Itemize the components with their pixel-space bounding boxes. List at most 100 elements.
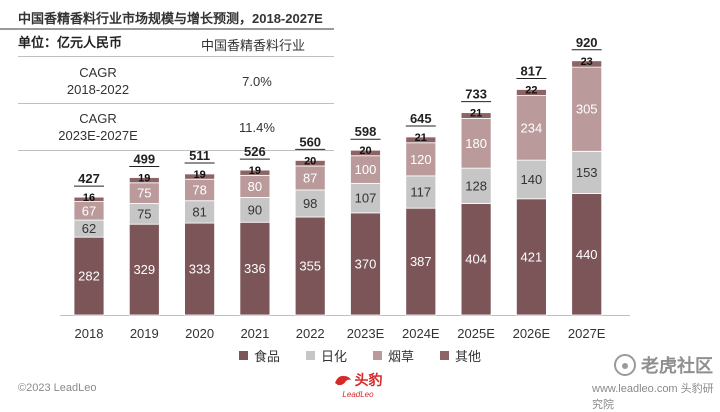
data-label: 305	[576, 102, 598, 117]
bar-segment-食品	[184, 222, 216, 316]
leadleo-logo: 头豹 LeadLeo	[318, 370, 398, 399]
leopard-logo-icon: 头豹	[334, 370, 383, 390]
data-label: 100	[355, 162, 377, 177]
data-label: 19	[249, 165, 261, 177]
header-divider	[0, 28, 334, 30]
bar-segment-烟草	[294, 165, 326, 191]
data-label: 67	[82, 203, 96, 218]
cagr-table-divider	[18, 103, 334, 104]
legend-label: 烟草	[388, 349, 415, 364]
bar-segment-其他	[460, 112, 492, 119]
x-tick-label: 2019	[130, 326, 159, 341]
total-label: 499	[133, 152, 155, 167]
bar-segment-其他	[571, 60, 603, 68]
data-label: 90	[248, 202, 262, 217]
data-label: 120	[410, 152, 432, 167]
cagr-period-label: CAGR 2023E-2027E	[28, 110, 168, 144]
logo-en-text: LeadLeo	[342, 390, 374, 399]
total-label: 817	[521, 63, 543, 78]
bar-segment-日化	[516, 159, 547, 200]
data-label: 370	[355, 256, 377, 271]
data-label: 421	[521, 249, 543, 264]
data-label: 180	[465, 136, 487, 151]
bar-segment-日化	[405, 175, 437, 209]
bar-segment-其他	[73, 196, 105, 202]
bar-segment-其他	[350, 149, 381, 157]
legend-swatch	[305, 351, 315, 360]
bar-segment-其他	[516, 89, 547, 96]
cagr-value: 7.0%	[242, 74, 272, 89]
community-watermark: 老虎社区	[614, 352, 713, 378]
bar-segment-其他	[405, 136, 437, 144]
x-tick-label: 2026E	[513, 326, 551, 341]
data-label: 98	[303, 196, 317, 211]
data-label: 234	[521, 120, 543, 135]
bar-segment-其他	[239, 169, 271, 176]
bar-segment-日化	[571, 150, 603, 194]
bar-segment-日化	[294, 189, 326, 218]
bar-segment-烟草	[350, 155, 381, 184]
data-label: 404	[465, 252, 487, 267]
data-label: 23	[581, 56, 593, 68]
bar-segment-其他	[128, 177, 160, 184]
paw-icon	[614, 354, 636, 376]
bar-segment-食品	[350, 212, 381, 316]
cagr-period-line2: 2023E-2027E	[58, 128, 138, 143]
logo-cn-text: 头豹	[354, 372, 383, 388]
data-label: 19	[138, 173, 150, 185]
cagr-table-divider	[18, 150, 334, 151]
data-label: 81	[192, 204, 206, 219]
data-label: 62	[82, 221, 96, 236]
data-label: 140	[521, 172, 543, 187]
legend-swatch	[238, 351, 248, 360]
data-label: 329	[133, 262, 155, 277]
bar-segment-日化	[239, 197, 271, 223]
bar-segment-其他	[184, 173, 216, 180]
cagr-period-line1: CAGR	[79, 111, 117, 126]
cagr-table-divider	[18, 56, 334, 57]
total-label: 645	[410, 111, 432, 126]
cagr-period-label: CAGR 2018-2022	[28, 64, 168, 98]
legend-label: 其他	[455, 349, 482, 364]
bar-segment-食品	[516, 198, 547, 316]
total-label: 598	[355, 124, 377, 139]
total-label: 560	[299, 134, 321, 149]
x-tick-label: 2025E	[457, 326, 495, 341]
data-label: 333	[189, 262, 211, 277]
cagr-period-line2: 2018-2022	[66, 82, 130, 97]
data-label: 20	[304, 155, 316, 167]
legend-item: 食品	[238, 346, 280, 365]
data-label: 355	[299, 259, 321, 274]
data-label: 87	[303, 170, 317, 185]
stacked-bar-chart: 2826267164272018329757519499201933381781…	[60, 35, 630, 341]
copyright-text: ©2023 LeadLeo	[18, 382, 97, 394]
x-tick-label: 2023E	[347, 326, 385, 341]
data-label: 75	[137, 206, 151, 221]
bar-segment-食品	[128, 223, 160, 316]
data-label: 21	[470, 108, 482, 120]
bar-segment-烟草	[516, 95, 547, 161]
legend-item: 其他	[440, 346, 481, 365]
x-tick-label: 2020	[185, 326, 214, 341]
x-tick-label: 2018	[75, 326, 104, 341]
data-label: 78	[192, 182, 206, 197]
data-label: 440	[576, 247, 598, 262]
bar-segment-食品	[571, 193, 603, 316]
legend-swatch	[373, 351, 382, 360]
x-tick-label: 2021	[240, 326, 269, 341]
cagr-period-line1: CAGR	[79, 65, 117, 80]
bar-segment-烟草	[460, 118, 492, 169]
bar-segment-其他	[294, 160, 326, 167]
bar-segment-日化	[460, 167, 492, 204]
data-label: 107	[355, 191, 377, 206]
data-label: 16	[83, 192, 95, 204]
data-label: 80	[248, 179, 262, 194]
data-label: 153	[576, 165, 598, 180]
data-label: 19	[193, 169, 205, 181]
total-label: 920	[576, 35, 598, 50]
x-tick-label: 2022	[296, 326, 325, 341]
total-label: 526	[244, 144, 266, 159]
x-tick-label: 2024E	[402, 326, 440, 341]
cagr-value: 11.4%	[239, 120, 275, 135]
legend-item: 日化	[305, 346, 347, 365]
